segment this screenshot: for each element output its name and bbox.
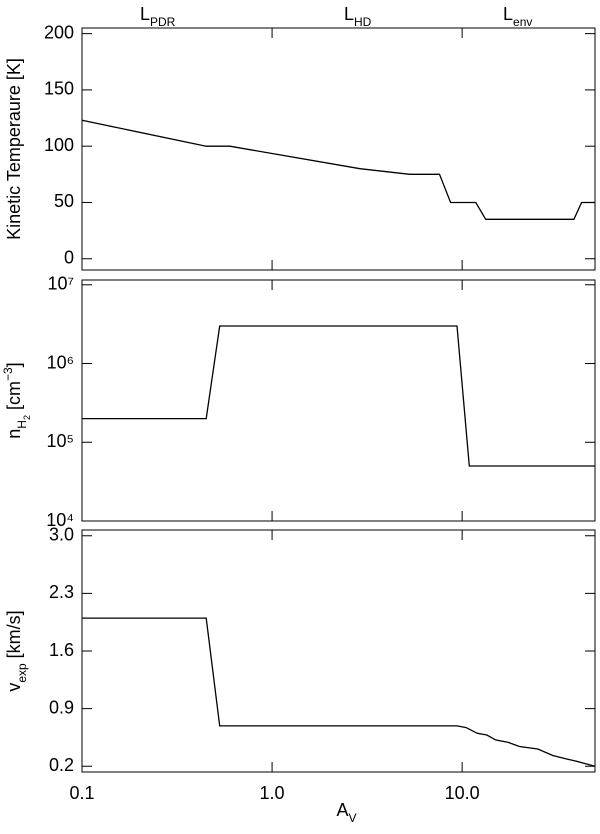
y-tick-label: 0.9 [49, 697, 74, 717]
y-tick-label: 3.0 [49, 525, 74, 545]
y-tick-label: 0 [64, 247, 74, 267]
label-part: 2 [22, 415, 32, 420]
label-part: L [344, 4, 354, 24]
label-part: L [503, 4, 513, 24]
plot-frame [81, 27, 596, 271]
y-tick-label: 10⁷ [47, 274, 74, 294]
x-tick-label: 10.0 [445, 783, 480, 803]
plot-frame [81, 529, 596, 773]
y-tick-label: 150 [44, 79, 74, 99]
label-part: [km/s] [4, 610, 24, 663]
label-part: H [15, 420, 29, 429]
y-tick-label: 10⁶ [47, 352, 74, 372]
y-tick-label: 200 [44, 22, 74, 42]
region-label: Lenv [503, 4, 532, 29]
label-part: env [513, 15, 532, 29]
region-label: LPDR [140, 4, 176, 29]
y-tick-label: 0.2 [49, 755, 74, 775]
y-axis-label: Kinetic Temperaure [K] [4, 58, 24, 240]
y-tick-label: 1.6 [49, 640, 74, 660]
label-part: v [4, 683, 24, 692]
label-part: HD [354, 15, 372, 29]
y-tick-label: 100 [44, 135, 74, 155]
y-tick-label: 2.3 [49, 582, 74, 602]
plot-frame [81, 279, 596, 522]
data-line [82, 325, 595, 467]
y-tick-label: 50 [54, 191, 74, 211]
y-tick-label: 10⁵ [47, 431, 74, 451]
label-part: V [349, 811, 357, 825]
x-tick-label: 0.1 [69, 783, 94, 803]
y-axis-label: nH2 [cm−3] [1, 362, 32, 438]
label-part: exp [15, 663, 29, 683]
label-part: ] [4, 362, 24, 367]
y-axis-label: vexp [km/s] [4, 610, 29, 691]
region-label: LHD [344, 4, 372, 29]
y-tick-label: 10⁴ [46, 510, 74, 530]
label-part: PDR [150, 15, 176, 29]
data-line [81, 119, 595, 220]
label-part: [cm [4, 381, 24, 415]
label-part: −3 [1, 367, 15, 381]
label-part: L [140, 4, 150, 24]
label-part: A [336, 800, 348, 820]
label-part: n [4, 429, 24, 439]
data-line [82, 617, 596, 767]
x-axis-label: AV [336, 800, 356, 825]
x-tick-label: 1.0 [260, 783, 285, 803]
